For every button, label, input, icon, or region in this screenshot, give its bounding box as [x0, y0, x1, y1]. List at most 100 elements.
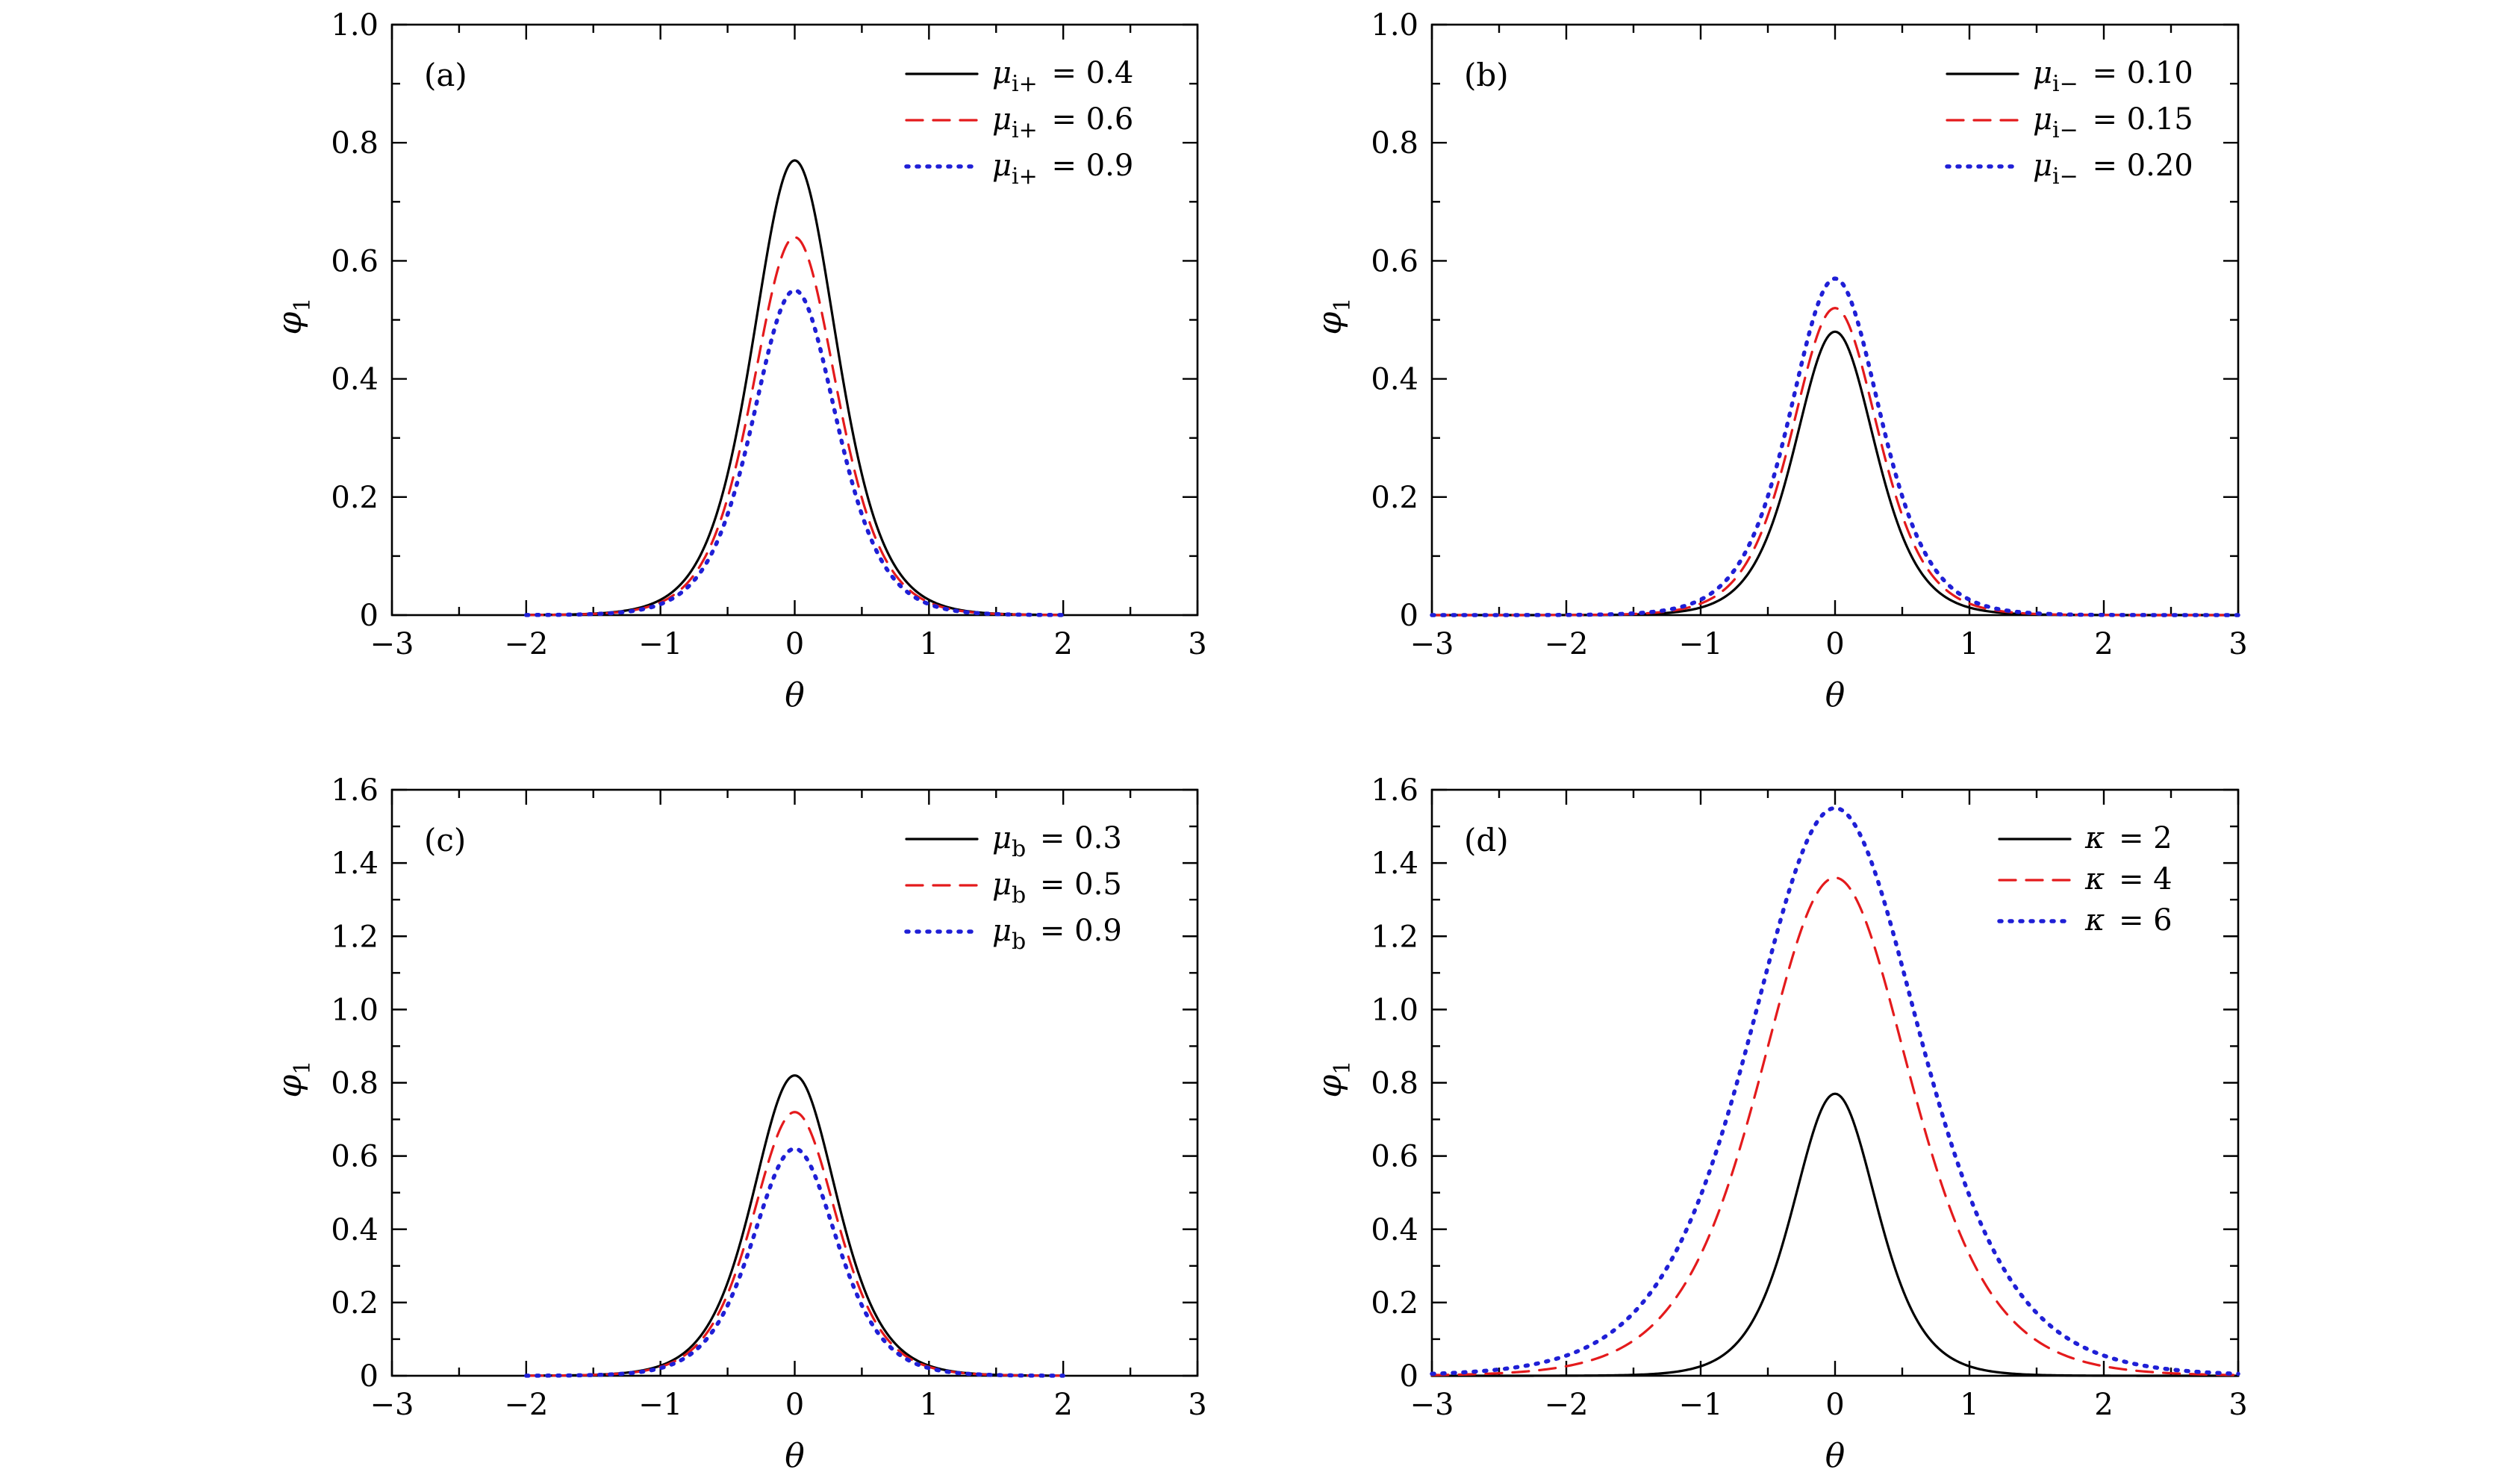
legend-value: = 0.9	[1030, 914, 1122, 948]
legend-label-2: μi+ = 0.6	[992, 102, 1133, 143]
series-line-3	[524, 288, 1065, 617]
legend-symbol: κ	[2084, 903, 2105, 938]
x-tick-label: 3	[2228, 1388, 2247, 1422]
legend-label-2: κ = 4	[2084, 862, 2172, 897]
legend: κ = 2κ = 4κ = 6	[1997, 821, 2172, 938]
y-tick-label: 0	[1400, 599, 1418, 633]
x-tick-label: −3	[370, 627, 414, 661]
y-tick-label: 1.2	[331, 920, 379, 954]
y-tick-label: 1.6	[331, 773, 379, 808]
y-tick-label: 1.0	[331, 993, 379, 1027]
legend-subscript: i−	[2052, 163, 2078, 190]
legend-label-3: μb = 0.9	[992, 914, 1122, 955]
x-tick-label: 0	[785, 627, 804, 661]
legend-symbol: κ	[2084, 821, 2105, 855]
y-axis-symbol: φ	[271, 1075, 309, 1098]
y-tick-label: 0.4	[331, 1213, 379, 1247]
series-line-1	[1430, 1092, 2240, 1377]
x-tick-label: −2	[504, 627, 548, 661]
x-tick-label: −1	[1679, 627, 1723, 661]
series-line-3	[1430, 805, 2240, 1377]
legend-subscript: b	[1012, 882, 1026, 908]
y-tick-label: 0.8	[1371, 1067, 1418, 1101]
legend-label-2: μi− = 0.15	[2033, 102, 2193, 143]
legend-label-1: μi+ = 0.4	[992, 56, 1133, 97]
y-tick-label: 0	[1400, 1359, 1418, 1394]
legend-symbol: μ	[992, 867, 1012, 902]
legend-symbol: κ	[2084, 862, 2105, 897]
y-tick-label: 1.2	[1371, 920, 1418, 954]
legend-subscript: b	[1012, 929, 1026, 955]
legend-value: = 0.10	[2083, 56, 2193, 90]
y-axis-subscript: 1	[290, 298, 316, 312]
panel-label: (d)	[1464, 822, 1509, 858]
y-tick-label: 1.0	[331, 8, 379, 43]
y-tick-label: 0.8	[1371, 126, 1418, 160]
x-tick-label: 3	[1188, 627, 1206, 661]
y-tick-label: 1.4	[331, 847, 379, 881]
x-tick-label: 3	[1188, 1388, 1206, 1422]
y-tick-label: 0.6	[331, 244, 379, 278]
y-tick-label: 0.6	[1371, 244, 1418, 278]
x-tick-label: 0	[1825, 627, 1844, 661]
legend-subscript: i−	[2052, 117, 2078, 143]
legend-symbol: μ	[2033, 149, 2052, 183]
y-axis-symbol: φ	[271, 312, 309, 335]
legend-value: = 0.15	[2083, 102, 2193, 137]
y-axis-subscript: 1	[1330, 298, 1356, 312]
series-line-2	[525, 1111, 1065, 1377]
legend-value: = 6	[2109, 903, 2172, 938]
x-tick-label: 1	[920, 1388, 938, 1422]
legend: μb = 0.3μb = 0.5μb = 0.9	[904, 821, 1122, 955]
y-axis-title: φ1	[1311, 298, 1356, 335]
panel-c: −3 −2 −1 0 1 2 300.20.40.60.81.01.21.41.6θφ1(c…	[271, 773, 1207, 1475]
legend-value: = 0.9	[1042, 149, 1134, 183]
y-tick-label: 0	[360, 1359, 379, 1394]
legend-value: = 2	[2109, 821, 2172, 855]
y-tick-label: 0.4	[331, 363, 379, 397]
y-tick-label: 0.4	[1371, 363, 1418, 397]
legend-label-3: κ = 6	[2084, 903, 2172, 938]
legend-symbol: μ	[992, 821, 1012, 855]
x-tick-label: 1	[1960, 627, 1978, 661]
y-axis-symbol: φ	[1311, 1075, 1349, 1098]
legend-label-3: μi− = 0.20	[2033, 149, 2193, 190]
legend-symbol: μ	[992, 102, 1012, 137]
y-tick-label: 1.0	[1371, 8, 1418, 43]
legend-label-1: μb = 0.3	[992, 821, 1122, 862]
x-tick-label: −2	[1545, 627, 1589, 661]
x-tick-label: −3	[370, 1388, 414, 1422]
legend-label-1: μi− = 0.10	[2033, 56, 2193, 97]
series-line-2	[525, 236, 1065, 617]
legend-symbol: μ	[2033, 102, 2052, 137]
legend-subscript: i+	[1012, 117, 1038, 143]
x-tick-label: 2	[1053, 1388, 1072, 1422]
y-axis-title: φ1	[271, 298, 316, 335]
x-axis-title: θ	[1825, 676, 1846, 714]
legend: μi− = 0.10 μi− = 0.15 μi− = 0.20	[1945, 56, 2193, 190]
legend-symbol: μ	[992, 56, 1012, 90]
x-tick-label: −3	[1410, 627, 1454, 661]
y-axis-title: φ1	[1311, 1061, 1356, 1098]
y-tick-label: 0	[360, 599, 379, 633]
y-axis-subscript: 1	[290, 1061, 316, 1075]
panel-label: (c)	[424, 822, 466, 858]
legend-value: = 0.3	[1030, 821, 1122, 855]
y-tick-label: 0.2	[1371, 1286, 1418, 1321]
y-tick-label: 0.4	[1371, 1213, 1418, 1247]
y-tick-label: 1.4	[1371, 847, 1418, 881]
legend-value: = 0.6	[1042, 102, 1134, 137]
x-tick-label: 0	[1825, 1388, 1844, 1422]
legend: μi+ = 0.4μi+ = 0.6μi+ = 0.9	[904, 56, 1133, 190]
x-tick-label: −1	[638, 627, 682, 661]
y-tick-label: 0.6	[331, 1140, 379, 1174]
y-tick-label: 0.2	[1371, 481, 1418, 515]
legend-label-3: μi+ = 0.9	[992, 149, 1133, 190]
x-tick-label: −2	[504, 1388, 548, 1422]
legend-value: = 4	[2109, 862, 2172, 897]
y-tick-label: 1.6	[1371, 773, 1418, 808]
series-line-2	[1430, 876, 2240, 1377]
